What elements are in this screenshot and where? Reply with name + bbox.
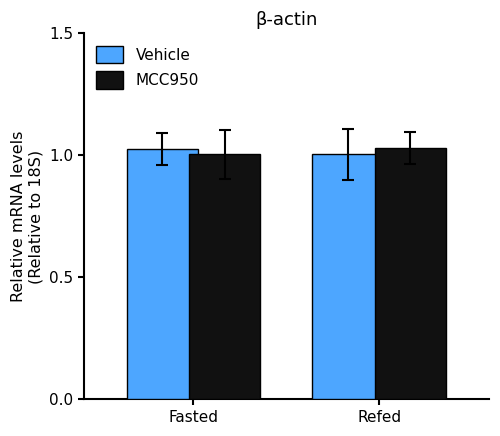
Title: β-actin: β-actin (255, 11, 318, 29)
Bar (189, 154, 260, 399)
Bar (312, 154, 384, 399)
Bar (375, 148, 446, 399)
Y-axis label: Relative mRNA levels
(Relative to 18S): Relative mRNA levels (Relative to 18S) (11, 131, 44, 302)
Legend: Vehicle, MCC950: Vehicle, MCC950 (91, 41, 204, 93)
Bar (126, 150, 198, 399)
